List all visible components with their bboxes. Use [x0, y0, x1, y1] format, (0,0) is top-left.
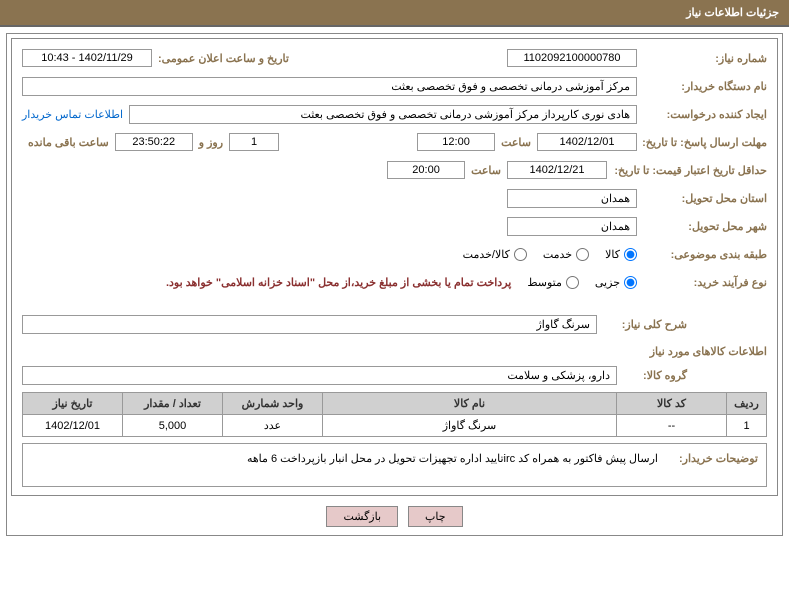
goods-section-title: اطلاعات کالاهای مورد نیاز: [22, 345, 767, 358]
buyer-org-label: نام دستگاه خریدار:: [637, 80, 767, 93]
city-label: شهر محل تحویل:: [637, 220, 767, 233]
cell-n: 1: [727, 415, 767, 437]
category-both-input[interactable]: [514, 248, 527, 261]
row-city: شهر محل تحویل: همدان: [22, 215, 767, 237]
purchase-small-input[interactable]: [624, 276, 637, 289]
footer-buttons: چاپ بازگشت: [11, 496, 778, 531]
buyer-desc-text: ارسال پیش فاکتور به همراه کد ircتایید اد…: [31, 452, 658, 465]
buyer-org-value: مرکز آموزشی درمانی تخصصی و فوق تخصصی بعث…: [22, 77, 637, 96]
th-name: نام کالا: [323, 393, 617, 415]
row-price-validity: حداقل تاریخ اعتبار قیمت: تا تاریخ: 1402/…: [22, 159, 767, 181]
price-validity-time: 20:00: [387, 161, 465, 179]
back-button[interactable]: بازگشت: [326, 506, 398, 527]
deadline-label: مهلت ارسال پاسخ: تا تاریخ:: [637, 136, 767, 149]
deadline-days: 1: [229, 133, 279, 151]
buyer-desc-label: توضیحات خریدار:: [658, 452, 758, 465]
province-value: همدان: [507, 189, 637, 208]
print-button[interactable]: چاپ: [408, 506, 463, 527]
creator-value: هادی نوری کارپرداز مرکز آموزشی درمانی تخ…: [129, 105, 637, 124]
th-row: ردیف: [727, 393, 767, 415]
price-validity-date: 1402/12/21: [507, 161, 607, 179]
purchase-medium-radio[interactable]: متوسط: [527, 276, 579, 289]
purchase-small-text: جزیی: [595, 276, 620, 289]
th-qty: تعداد / مقدار: [123, 393, 223, 415]
row-creator: ایجاد کننده درخواست: هادی نوری کارپرداز …: [22, 103, 767, 125]
panel-title: جزئیات اطلاعات نیاز: [686, 7, 779, 19]
th-date: تاریخ نیاز: [23, 393, 123, 415]
deadline-remain-label: ساعت باقی مانده: [22, 136, 115, 149]
buyer-desc-box: توضیحات خریدار: ارسال پیش فاکتور به همرا…: [22, 443, 767, 487]
city-value: همدان: [507, 217, 637, 236]
category-label: طبقه بندی موضوعی:: [637, 248, 767, 261]
province-label: استان محل تحویل:: [637, 192, 767, 205]
deadline-remain-time: 23:50:22: [115, 133, 193, 151]
deadline-days-label: روز و: [193, 136, 229, 149]
product-group-value: دارو، پزشکی و سلامت: [22, 366, 617, 385]
goods-table: ردیف کد کالا نام کالا واحد شمارش تعداد /…: [22, 392, 767, 437]
row-purchase-type: نوع فرآیند خرید: جزیی متوسط پرداخت تمام …: [22, 271, 767, 293]
cell-name: سرنگ گاواژ: [323, 415, 617, 437]
product-group-label: گروه کالا:: [617, 369, 687, 382]
category-both-text: کالا/خدمت: [463, 248, 510, 261]
category-service-text: خدمت: [543, 248, 572, 261]
purchase-medium-input[interactable]: [566, 276, 579, 289]
table-header-row: ردیف کد کالا نام کالا واحد شمارش تعداد /…: [23, 393, 767, 415]
purchase-type-label: نوع فرآیند خرید:: [637, 276, 767, 289]
row-product-group: گروه کالا: دارو، پزشکی و سلامت: [22, 364, 767, 386]
cell-code: --: [617, 415, 727, 437]
overview-value: سرنگ گاواژ: [22, 315, 597, 334]
row-category: طبقه بندی موضوعی: کالا خدمت کالا/خدمت: [22, 243, 767, 265]
deadline-date: 1402/12/01: [537, 133, 637, 151]
deadline-time: 12:00: [417, 133, 495, 151]
price-validity-time-label: ساعت: [465, 164, 507, 177]
category-goods-text: کالا: [605, 248, 620, 261]
category-goods-radio[interactable]: کالا: [605, 248, 637, 261]
main-form: شماره نیاز: 1102092100000780 تاریخ و ساع…: [11, 38, 778, 496]
outer-frame: شماره نیاز: 1102092100000780 تاریخ و ساع…: [6, 33, 783, 536]
buyer-contact-link[interactable]: اطلاعات تماس خریدار: [22, 108, 123, 121]
creator-label: ایجاد کننده درخواست:: [637, 108, 767, 121]
purchase-small-radio[interactable]: جزیی: [595, 276, 637, 289]
row-province: استان محل تحویل: همدان: [22, 187, 767, 209]
th-unit: واحد شمارش: [223, 393, 323, 415]
category-service-input[interactable]: [576, 248, 589, 261]
row-overview: شرح کلی نیاز: سرنگ گاواژ: [22, 313, 767, 335]
row-buyer-org: نام دستگاه خریدار: مرکز آموزشی درمانی تخ…: [22, 75, 767, 97]
cell-date: 1402/12/01: [23, 415, 123, 437]
category-service-radio[interactable]: خدمت: [543, 248, 589, 261]
category-both-radio[interactable]: کالا/خدمت: [463, 248, 527, 261]
th-code: کد کالا: [617, 393, 727, 415]
announce-value: 1402/11/29 - 10:43: [22, 49, 152, 67]
category-goods-input[interactable]: [624, 248, 637, 261]
table-row: 1 -- سرنگ گاواژ عدد 5,000 1402/12/01: [23, 415, 767, 437]
cell-qty: 5,000: [123, 415, 223, 437]
cell-unit: عدد: [223, 415, 323, 437]
need-number-value: 1102092100000780: [507, 49, 637, 67]
price-validity-label: حداقل تاریخ اعتبار قیمت: تا تاریخ:: [607, 164, 767, 177]
panel-header: جزئیات اطلاعات نیاز: [0, 0, 789, 27]
announce-label: تاریخ و ساعت اعلان عمومی:: [152, 52, 295, 65]
purchase-medium-text: متوسط: [527, 276, 562, 289]
payment-notice: پرداخت تمام یا بخشی از مبلغ خرید،از محل …: [166, 276, 511, 289]
row-need-number: شماره نیاز: 1102092100000780 تاریخ و ساع…: [22, 47, 767, 69]
row-deadline: مهلت ارسال پاسخ: تا تاریخ: 1402/12/01 سا…: [22, 131, 767, 153]
deadline-time-label: ساعت: [495, 136, 537, 149]
need-number-label: شماره نیاز:: [637, 52, 767, 65]
overview-label: شرح کلی نیاز:: [597, 318, 687, 331]
